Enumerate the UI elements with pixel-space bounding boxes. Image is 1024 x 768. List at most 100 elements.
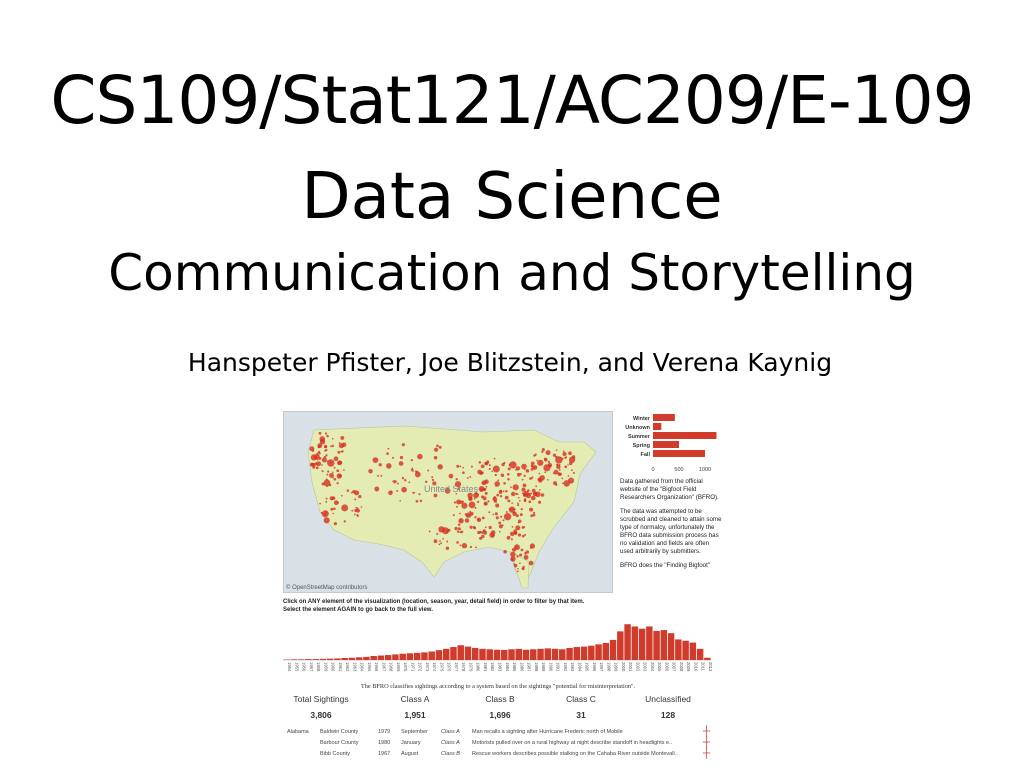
sighting-dot[interactable] (457, 487, 461, 490)
sighting-dot[interactable] (456, 499, 462, 505)
year-bar[interactable] (290, 659, 298, 660)
sighting-dot[interactable] (380, 474, 383, 477)
sighting-dot[interactable] (541, 450, 544, 453)
sighting-dot[interactable] (505, 490, 508, 493)
sighting-dot[interactable] (511, 526, 514, 528)
year-bar[interactable] (544, 648, 552, 660)
sighting-dot[interactable] (396, 489, 399, 492)
year-bar[interactable] (435, 650, 443, 660)
sighting-dot[interactable] (530, 461, 535, 466)
sighting-dot[interactable] (455, 477, 458, 481)
year-bar[interactable] (508, 649, 515, 660)
sighting-dot[interactable] (461, 502, 468, 509)
sighting-dot[interactable] (329, 472, 334, 478)
sighting-dot[interactable] (372, 457, 379, 463)
sighting-dot[interactable] (521, 478, 524, 481)
sighting-dot[interactable] (318, 456, 322, 460)
sighting-dot[interactable] (555, 455, 558, 458)
sighting-dot[interactable] (515, 466, 521, 471)
sighting-dot[interactable] (558, 469, 561, 471)
year-bar[interactable] (660, 630, 668, 660)
sighting-dot[interactable] (476, 500, 480, 504)
year-bar[interactable] (348, 657, 356, 660)
sighting-dot[interactable] (501, 462, 505, 467)
sighting-dot[interactable] (519, 499, 521, 502)
sighting-dot[interactable] (393, 479, 397, 484)
sighting-dot[interactable] (433, 539, 438, 544)
sighting-dot[interactable] (417, 453, 423, 460)
sighting-dot[interactable] (552, 453, 557, 457)
year-bar[interactable] (588, 645, 595, 660)
year-bar[interactable] (297, 659, 305, 660)
sighting-dot[interactable] (333, 477, 337, 481)
year-bar[interactable] (704, 657, 711, 660)
sighting-dot[interactable] (453, 501, 457, 504)
year-bar[interactable] (312, 659, 319, 660)
sighting-dot[interactable] (498, 521, 502, 525)
year-bar[interactable] (370, 655, 377, 660)
sighting-dot[interactable] (314, 453, 320, 460)
year-bar[interactable] (551, 648, 559, 660)
sighting-dot[interactable] (324, 432, 328, 435)
sighting-dot[interactable] (457, 523, 461, 527)
sighting-dot[interactable] (482, 496, 487, 501)
year-bar[interactable] (406, 653, 414, 660)
year-bar[interactable] (559, 649, 566, 660)
sighting-dot[interactable] (488, 511, 491, 514)
sighting-dot[interactable] (507, 467, 511, 471)
sighting-dot[interactable] (431, 476, 434, 479)
year-bar[interactable] (566, 647, 573, 660)
sighting-dot[interactable] (431, 478, 435, 482)
sighting-dot[interactable] (337, 450, 341, 454)
sighting-dot[interactable] (442, 527, 449, 535)
sighting-dot[interactable] (399, 500, 401, 502)
year-bar[interactable] (493, 649, 501, 660)
sighting-dot[interactable] (495, 484, 498, 487)
sighting-dot[interactable] (519, 513, 523, 517)
sighting-dot[interactable] (510, 551, 516, 558)
sighting-dot[interactable] (459, 544, 462, 547)
year-bar[interactable] (609, 639, 617, 660)
sighting-dot[interactable] (540, 493, 545, 497)
sighting-dot[interactable] (378, 463, 382, 467)
sighting-dot[interactable] (325, 511, 328, 514)
sighting-dot[interactable] (496, 493, 500, 497)
sighting-dot[interactable] (459, 520, 461, 523)
sighting-dot[interactable] (439, 540, 441, 542)
sighting-dot[interactable] (468, 501, 476, 509)
sighting-dot[interactable] (517, 504, 520, 507)
sighting-dot[interactable] (506, 535, 511, 540)
sighting-dot[interactable] (492, 513, 495, 516)
year-bar[interactable] (602, 643, 610, 660)
sighting-dot[interactable] (459, 512, 461, 515)
sighting-dot[interactable] (561, 457, 564, 460)
sighting-dot[interactable] (515, 525, 521, 531)
sighting-dot[interactable] (502, 490, 505, 493)
sighting-dot[interactable] (564, 465, 568, 469)
sighting-dot[interactable] (537, 477, 542, 482)
sighting-dot[interactable] (332, 512, 335, 515)
sighting-dot[interactable] (519, 553, 523, 557)
sighting-dot[interactable] (346, 489, 350, 492)
sighting-dot[interactable] (318, 452, 321, 455)
sighting-dot[interactable] (538, 472, 541, 475)
sighting-dot[interactable] (404, 479, 407, 482)
sighting-dot[interactable] (509, 508, 512, 511)
sighting-dot[interactable] (331, 437, 334, 440)
year-bar[interactable] (355, 657, 363, 660)
sighting-dot[interactable] (351, 509, 354, 512)
sighting-dot[interactable] (567, 475, 570, 477)
sighting-dot[interactable] (411, 467, 414, 470)
sighting-dot[interactable] (336, 481, 339, 485)
sighting-dot[interactable] (529, 507, 534, 512)
sighting-dot[interactable] (329, 445, 332, 448)
sighting-dot[interactable] (392, 480, 394, 483)
year-bar[interactable] (653, 630, 660, 660)
year-bar[interactable] (486, 649, 493, 660)
sighting-dot[interactable] (484, 502, 487, 506)
season-bar[interactable] (653, 414, 675, 421)
sighting-dot[interactable] (558, 463, 561, 466)
sighting-dot[interactable] (533, 491, 537, 495)
sighting-dot[interactable] (541, 447, 545, 452)
sighting-dot[interactable] (505, 511, 508, 513)
